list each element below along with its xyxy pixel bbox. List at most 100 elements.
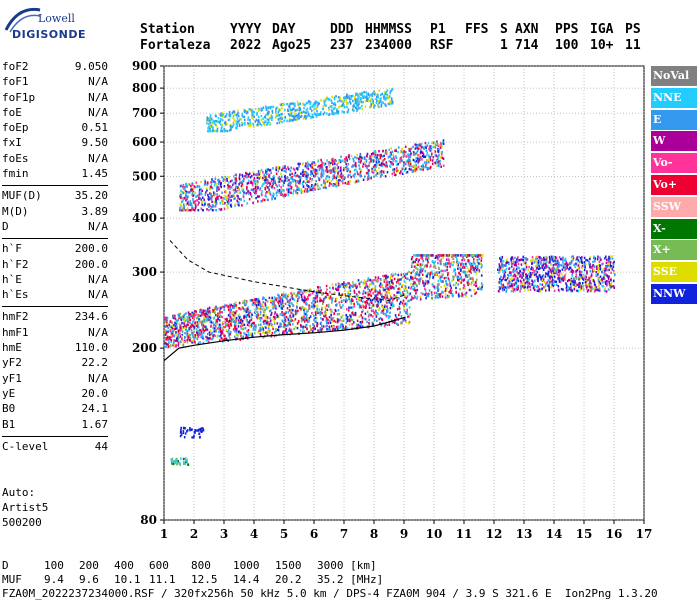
echo-point: [344, 106, 346, 108]
echo-point: [446, 262, 448, 264]
echo-point: [415, 168, 417, 170]
echo-point: [410, 283, 412, 285]
echo-point: [405, 146, 407, 148]
echo-point: [237, 117, 239, 119]
echo-point: [377, 94, 379, 96]
echo-point: [386, 151, 388, 153]
echo-point: [444, 285, 446, 287]
echo-point: [299, 163, 301, 165]
echo-point: [228, 201, 230, 203]
echo-point: [186, 183, 188, 185]
echo-point: [445, 293, 447, 295]
echo-point: [300, 324, 302, 326]
echo-point: [401, 167, 403, 169]
echo-point: [239, 317, 241, 319]
echo-point: [457, 261, 459, 263]
echo-point: [181, 329, 183, 331]
echo-point: [240, 319, 242, 321]
echo-point: [390, 304, 392, 306]
echo-point: [314, 112, 316, 114]
echo-point: [387, 89, 389, 91]
echo-point: [271, 297, 273, 299]
echo-point: [246, 112, 248, 114]
echo-point: [438, 154, 440, 156]
echo-point: [323, 181, 325, 183]
echo-point: [350, 315, 352, 317]
echo-point: [292, 309, 294, 311]
echo-point: [313, 314, 315, 316]
echo-point: [291, 329, 293, 331]
echo-point: [380, 157, 382, 159]
echo-point: [192, 183, 194, 185]
echo-point: [322, 174, 324, 176]
echo-point: [366, 172, 368, 174]
echo-point: [194, 315, 196, 317]
echo-point: [351, 302, 353, 304]
echo-point: [165, 320, 167, 322]
echo-point: [331, 183, 333, 185]
echo-point: [267, 168, 269, 170]
echo-point: [410, 156, 412, 158]
echo-point: [469, 254, 471, 256]
echo-point: [195, 196, 197, 198]
echo-point: [218, 121, 220, 123]
echo-point: [269, 169, 271, 171]
echo-point: [232, 305, 234, 307]
echo-point: [341, 177, 343, 179]
echo-point: [258, 324, 260, 326]
echo-point: [361, 156, 363, 158]
echo-point: [284, 176, 286, 178]
echo-point: [210, 195, 212, 197]
echo-point: [479, 286, 481, 288]
echo-point: [312, 327, 314, 329]
echo-point: [190, 315, 192, 317]
echo-point: [312, 114, 314, 116]
echo-point: [382, 150, 384, 152]
echo-point: [369, 158, 371, 160]
echo-point: [329, 287, 331, 289]
echo-point: [303, 318, 305, 320]
echo-point: [303, 307, 305, 309]
echo-point: [445, 265, 447, 267]
echo-point: [251, 189, 253, 191]
echo-point: [191, 203, 193, 205]
echo-point: [215, 178, 217, 180]
echo-point: [331, 180, 333, 182]
echo-point: [323, 100, 325, 102]
echo-point: [370, 314, 372, 316]
echo-point: [392, 154, 394, 156]
echo-point: [439, 271, 441, 273]
echo-point: [233, 183, 235, 185]
echo-point: [331, 171, 333, 173]
echo-point: [329, 320, 331, 322]
echo-point: [326, 317, 328, 319]
echo-point: [200, 336, 202, 338]
echo-point: [221, 192, 223, 194]
echo-point: [242, 174, 244, 176]
echo-point: [290, 185, 292, 187]
echo-point: [185, 199, 187, 201]
echo-point: [261, 194, 263, 196]
echo-point: [467, 271, 469, 273]
echo-point: [307, 310, 309, 312]
echo-point: [225, 197, 227, 199]
echo-point: [341, 300, 343, 302]
echo-point: [235, 189, 237, 191]
echo-point: [374, 290, 376, 292]
echo-point: [259, 329, 261, 331]
echo-point: [299, 103, 301, 105]
echo-point: [209, 313, 211, 315]
echo-point: [417, 154, 419, 156]
echo-point: [411, 272, 413, 274]
echo-point: [423, 284, 425, 286]
echo-point: [365, 91, 367, 93]
echo-point: [275, 299, 277, 301]
echo-point: [596, 286, 598, 288]
echo-point: [219, 208, 221, 210]
echo-point: [267, 317, 269, 319]
echo-point: [219, 324, 221, 326]
echo-point: [346, 169, 348, 171]
echo-point: [192, 198, 194, 200]
echo-point: [312, 105, 314, 107]
echo-point: [201, 193, 203, 195]
